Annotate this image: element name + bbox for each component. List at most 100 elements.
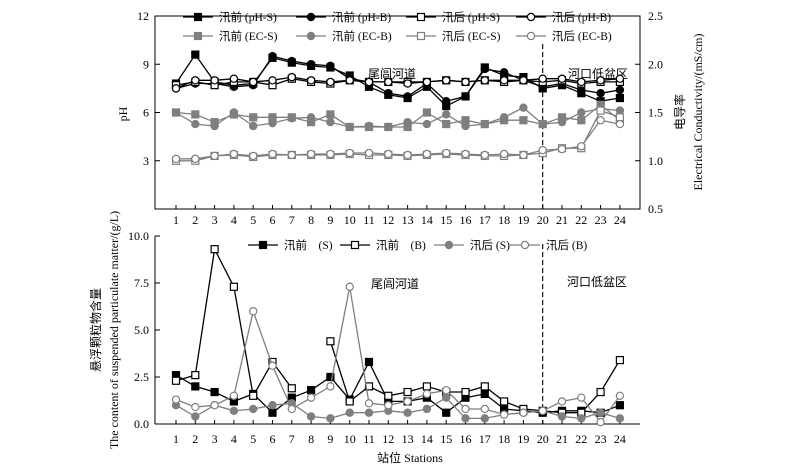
x-tick-label: 23 bbox=[595, 432, 607, 446]
x-tick-label: 24 bbox=[614, 432, 626, 446]
data-point bbox=[403, 92, 412, 101]
data-point bbox=[403, 408, 412, 417]
series-3 bbox=[171, 393, 625, 423]
x-tick-label: 20 bbox=[537, 213, 549, 227]
legend-label: 汛前 (pH-S) bbox=[219, 10, 277, 24]
data-point bbox=[287, 404, 296, 414]
data-point bbox=[249, 113, 258, 122]
x-tick-label: 13 bbox=[402, 432, 414, 446]
legend-item: 汛前 (EC-B) bbox=[296, 29, 392, 43]
legend-item: 汛后 (pH-S) bbox=[406, 11, 500, 24]
series-2 bbox=[171, 245, 625, 417]
data-point bbox=[499, 113, 509, 122]
plot-frame bbox=[154, 15, 641, 210]
region-label: 尾闾河道 bbox=[368, 66, 416, 81]
data-point bbox=[364, 357, 374, 367]
data-point bbox=[442, 119, 451, 129]
data-point bbox=[596, 417, 605, 427]
data-point bbox=[268, 361, 277, 370]
data-point bbox=[442, 385, 451, 395]
x-tick-label: 11 bbox=[363, 213, 375, 227]
data-point bbox=[345, 397, 354, 406]
data-point bbox=[191, 50, 200, 59]
data-point bbox=[229, 391, 239, 400]
x-tick-label: 5 bbox=[250, 213, 256, 227]
region-label: 尾闾河道 bbox=[371, 276, 419, 291]
data-point bbox=[480, 76, 489, 85]
data-point bbox=[538, 406, 547, 416]
data-point bbox=[210, 151, 219, 161]
data-point bbox=[461, 404, 470, 414]
data-point bbox=[577, 116, 586, 125]
data-point bbox=[191, 154, 200, 164]
x-tick-label: 12 bbox=[382, 432, 394, 446]
series-6 bbox=[171, 103, 625, 132]
data-point bbox=[480, 119, 489, 129]
data-point bbox=[248, 404, 258, 414]
data-point bbox=[577, 77, 586, 87]
legend-label: 汛前 (EC-S) bbox=[219, 29, 278, 43]
data-point bbox=[480, 389, 489, 399]
data-point bbox=[229, 282, 238, 291]
x-tick-label: 21 bbox=[556, 213, 568, 227]
y2-axis-label-cn: 电导率 bbox=[672, 94, 687, 130]
y-axis-label: pH bbox=[116, 106, 130, 121]
data-point bbox=[403, 79, 412, 88]
legend-item: 汛前 (B) bbox=[340, 238, 426, 252]
data-point bbox=[615, 391, 625, 400]
x-tick-label: 3 bbox=[212, 213, 218, 227]
data-point bbox=[268, 118, 277, 128]
data-point bbox=[519, 116, 528, 125]
y-axis-label-cn: 悬浮颗粒物含量 bbox=[88, 288, 103, 372]
x-tick-label: 18 bbox=[498, 432, 510, 446]
data-point bbox=[596, 408, 605, 417]
x-tick-label: 13 bbox=[402, 213, 414, 227]
data-point bbox=[326, 110, 335, 119]
data-point bbox=[287, 56, 296, 66]
x-tick-label: 5 bbox=[250, 432, 256, 446]
data-point bbox=[191, 371, 200, 380]
data-point bbox=[615, 414, 625, 423]
x-tick-label: 4 bbox=[231, 213, 237, 227]
data-point bbox=[596, 106, 605, 115]
data-point bbox=[268, 401, 277, 410]
x-tick-label: 16 bbox=[460, 432, 472, 446]
legend-label: 汛前 (B) bbox=[376, 238, 426, 252]
x-tick-label: 1 bbox=[173, 432, 179, 446]
data-point bbox=[519, 408, 528, 417]
x-tick-label: 15 bbox=[440, 213, 452, 227]
data-point bbox=[171, 84, 181, 93]
data-point bbox=[596, 116, 605, 125]
x-tick-label: 22 bbox=[575, 432, 587, 446]
data-point bbox=[577, 414, 586, 423]
data-point bbox=[326, 337, 335, 346]
x-tick-label: 17 bbox=[479, 213, 491, 227]
data-point bbox=[538, 145, 547, 155]
y-tick-label: 9 bbox=[143, 57, 149, 71]
x-tick-label: 10 bbox=[344, 213, 356, 227]
data-point bbox=[557, 117, 567, 127]
data-point bbox=[171, 376, 181, 385]
series-4 bbox=[171, 282, 625, 427]
data-point bbox=[615, 355, 625, 365]
y2-tick-label: 1.0 bbox=[648, 154, 663, 168]
data-point bbox=[422, 404, 432, 414]
legend-marker bbox=[444, 240, 454, 250]
data-point bbox=[422, 149, 432, 159]
data-point bbox=[384, 391, 393, 400]
data-point bbox=[364, 382, 374, 391]
data-point bbox=[615, 401, 625, 410]
x-tick-label: 14 bbox=[421, 432, 433, 446]
data-point bbox=[191, 76, 200, 85]
data-point bbox=[229, 406, 239, 416]
data-point bbox=[287, 150, 296, 160]
data-point bbox=[191, 412, 200, 421]
legend-item: 汛前 (EC-S) bbox=[183, 29, 278, 43]
y-tick-label: 3 bbox=[143, 154, 149, 168]
data-point bbox=[422, 77, 432, 87]
data-point bbox=[461, 121, 470, 131]
x-tick-label: 22 bbox=[575, 213, 587, 227]
data-point bbox=[248, 77, 258, 87]
data-point bbox=[326, 61, 335, 71]
data-point bbox=[326, 117, 335, 127]
